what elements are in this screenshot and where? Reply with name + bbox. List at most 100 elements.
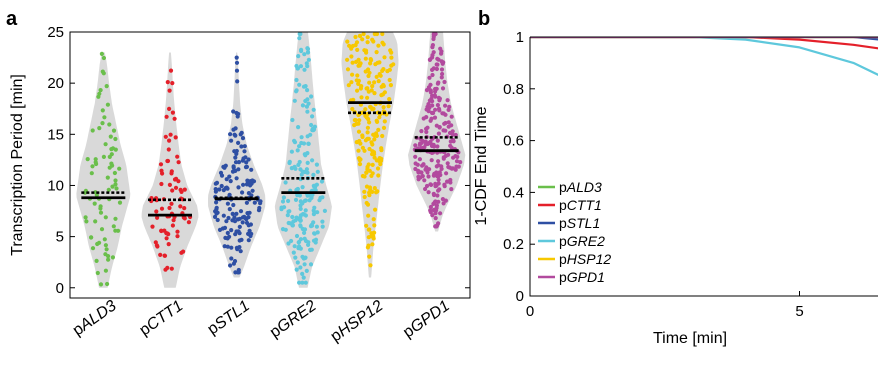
data-point	[166, 147, 171, 152]
data-point	[305, 134, 310, 139]
data-point	[435, 103, 440, 108]
data-point	[249, 167, 254, 172]
data-point	[306, 101, 311, 106]
data-point	[420, 163, 425, 168]
data-point	[367, 70, 372, 75]
data-point	[170, 223, 175, 228]
data-point	[381, 67, 386, 72]
data-point	[302, 52, 307, 57]
data-point	[293, 197, 299, 202]
legend-label: pGPD1	[559, 269, 605, 285]
data-point	[304, 61, 309, 66]
data-point	[371, 230, 377, 235]
data-point	[377, 60, 382, 65]
data-point	[172, 116, 177, 121]
data-point	[298, 218, 303, 223]
data-point	[423, 186, 428, 192]
data-point	[366, 117, 371, 122]
data-point	[427, 105, 432, 110]
data-point	[225, 186, 230, 191]
data-point	[436, 199, 441, 204]
data-point	[442, 79, 447, 85]
data-point	[283, 180, 288, 185]
data-point	[98, 210, 104, 215]
data-point	[441, 201, 446, 206]
y-tick-label: 5	[56, 229, 64, 246]
data-point	[298, 265, 303, 270]
data-point	[306, 57, 311, 62]
data-point	[443, 120, 448, 126]
panel-a-y-axis-label: Transcription Period [min]	[9, 74, 26, 256]
data-point	[352, 123, 357, 128]
data-point	[430, 99, 435, 104]
data-point	[376, 173, 381, 178]
data-point	[429, 142, 435, 147]
data-point	[298, 31, 303, 37]
data-point	[435, 193, 440, 198]
data-point	[439, 166, 444, 171]
data-point	[98, 206, 103, 211]
data-point	[354, 59, 359, 64]
panel-b-y-axis-label: 1-CDF End Time	[473, 106, 490, 225]
data-point	[425, 125, 430, 130]
data-point	[113, 178, 118, 183]
data-point	[353, 34, 358, 40]
data-point	[433, 86, 438, 92]
cdf-line-gre2	[530, 37, 878, 76]
data-point	[305, 109, 310, 114]
data-point	[305, 151, 310, 156]
violin-group	[76, 32, 466, 288]
data-point	[167, 138, 172, 143]
data-point	[364, 86, 369, 91]
data-point	[376, 127, 381, 132]
data-point	[242, 149, 247, 154]
data-point	[436, 188, 441, 193]
data-point	[360, 133, 365, 138]
data-point	[234, 211, 239, 216]
data-point	[435, 81, 440, 86]
data-point	[213, 181, 218, 186]
data-point	[100, 121, 105, 126]
data-point	[381, 105, 386, 110]
data-point	[314, 224, 319, 229]
data-point	[360, 37, 365, 42]
data-point	[303, 208, 308, 213]
data-point	[417, 157, 422, 162]
data-point	[84, 219, 89, 224]
data-point	[350, 106, 355, 112]
data-point	[320, 224, 325, 229]
data-point	[302, 230, 307, 235]
data-point	[232, 149, 237, 154]
data-point	[456, 164, 461, 169]
data-point	[303, 198, 308, 203]
data-point	[345, 57, 350, 62]
data-point	[238, 249, 243, 254]
data-point	[435, 138, 440, 143]
data-point	[250, 188, 255, 193]
data-point	[279, 205, 284, 210]
data-point	[301, 141, 307, 146]
data-point	[305, 160, 310, 165]
data-point	[233, 133, 238, 138]
y-tick-label: 0	[56, 280, 64, 297]
data-point	[244, 200, 249, 205]
data-point	[167, 106, 172, 111]
data-point	[306, 141, 311, 146]
data-point	[319, 179, 325, 184]
data-point	[365, 136, 370, 141]
data-point	[441, 128, 446, 133]
data-point	[350, 60, 355, 65]
data-point	[225, 244, 230, 249]
data-point	[428, 210, 433, 215]
legend-prefix: p	[559, 215, 567, 231]
data-point	[90, 128, 95, 133]
data-point	[413, 154, 418, 159]
data-point	[312, 205, 317, 210]
data-point	[356, 121, 361, 126]
data-point	[237, 224, 242, 229]
data-point	[423, 167, 428, 172]
data-point	[298, 206, 303, 211]
data-point	[173, 185, 179, 190]
data-point	[159, 181, 164, 187]
